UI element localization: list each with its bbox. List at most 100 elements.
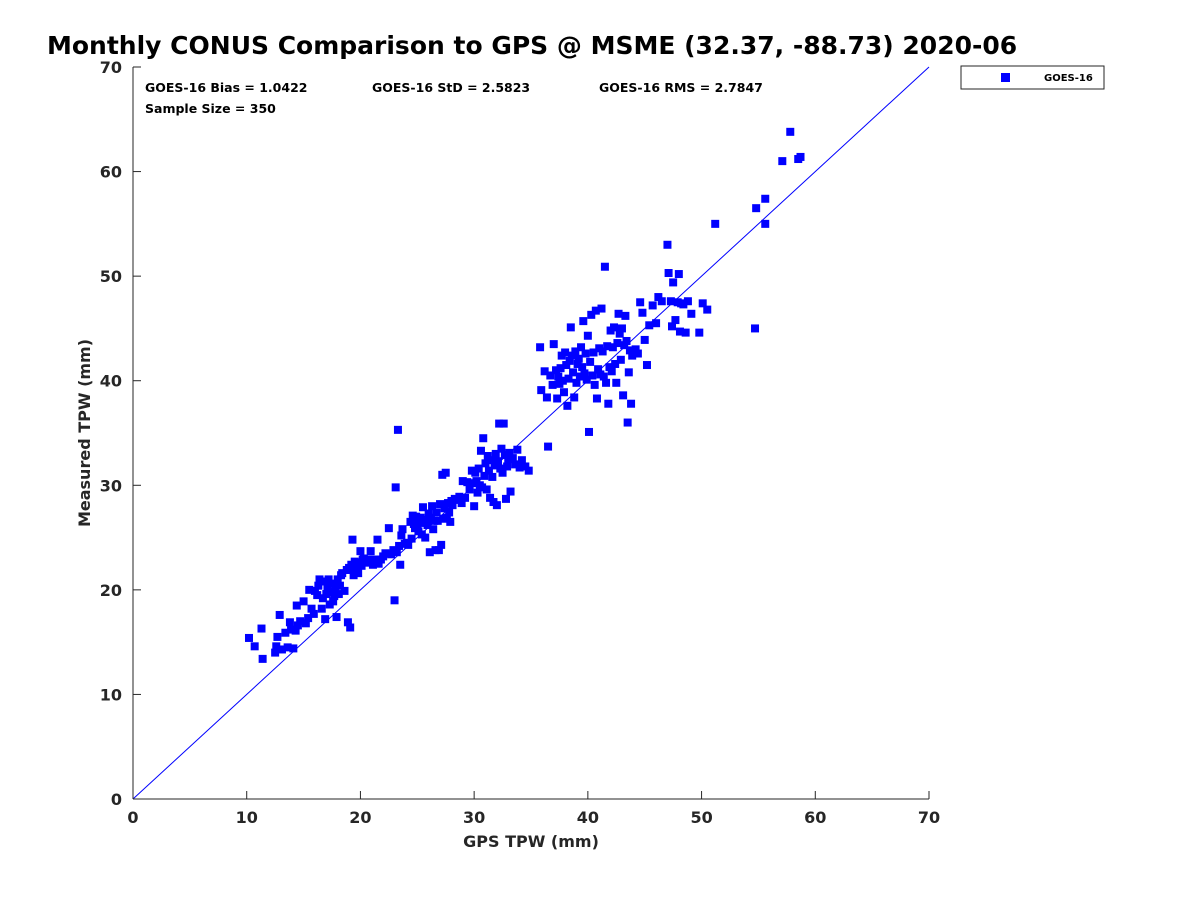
data-point: [349, 571, 358, 580]
y-tick-label: 30: [100, 476, 122, 495]
data-point: [416, 513, 425, 522]
data-point: [540, 367, 549, 376]
data-point: [524, 466, 533, 475]
data-point: [554, 372, 563, 381]
data-point: [654, 293, 663, 302]
data-point: [573, 359, 582, 368]
data-point: [616, 355, 625, 364]
data-point: [591, 306, 600, 315]
data-point: [289, 644, 298, 653]
data-point: [446, 517, 455, 526]
data-point: [481, 459, 490, 468]
data-point: [354, 569, 363, 578]
data-point: [681, 328, 690, 337]
data-point: [552, 366, 561, 375]
data-point: [607, 367, 616, 376]
data-point: [663, 240, 672, 249]
data-point: [638, 308, 647, 317]
x-tick-label: 60: [804, 808, 826, 827]
data-point: [484, 466, 493, 475]
data-points-layer: [244, 127, 805, 663]
x-tick-label: 10: [236, 808, 258, 827]
legend-marker: [1001, 73, 1010, 82]
legend-box: [960, 65, 1105, 90]
data-point: [368, 560, 377, 569]
data-point: [343, 618, 352, 627]
data-point: [674, 270, 683, 279]
data-point: [291, 626, 300, 635]
data-point: [633, 349, 642, 358]
data-point: [572, 378, 581, 387]
data-point: [582, 375, 591, 384]
data-point: [315, 575, 324, 584]
data-point: [442, 513, 451, 522]
data-point: [570, 393, 579, 402]
data-point: [250, 642, 259, 651]
data-point: [473, 488, 482, 497]
one-to-one-line: [132, 66, 930, 800]
data-point: [652, 319, 661, 328]
data-point: [440, 504, 449, 513]
data-point: [285, 618, 294, 627]
data-point: [296, 617, 305, 626]
data-point: [272, 642, 281, 651]
data-point: [271, 648, 280, 657]
data-point: [429, 525, 438, 534]
data-point: [495, 419, 504, 428]
data-point: [600, 262, 609, 271]
data-point: [611, 359, 620, 368]
data-point: [366, 547, 375, 556]
data-point: [307, 604, 316, 613]
data-point: [761, 219, 770, 228]
data-point: [330, 592, 339, 601]
data-point: [599, 372, 608, 381]
data-point: [277, 645, 286, 654]
data-point: [648, 301, 657, 310]
data-point: [657, 297, 666, 306]
data-point: [594, 365, 603, 374]
data-point: [428, 502, 437, 511]
data-point: [574, 354, 583, 363]
data-point: [293, 621, 302, 630]
data-point: [500, 450, 509, 459]
data-point: [499, 419, 508, 428]
data-point: [421, 533, 430, 542]
data-point: [548, 380, 557, 389]
x-tick-label: 50: [690, 808, 712, 827]
data-point: [604, 399, 613, 408]
data-point: [433, 516, 442, 525]
data-point: [425, 548, 434, 557]
data-point: [579, 317, 588, 326]
data-point: [404, 540, 413, 549]
data-point: [592, 394, 601, 403]
data-point: [391, 483, 400, 492]
data-point: [457, 499, 466, 508]
data-point: [432, 508, 441, 517]
data-point: [536, 343, 545, 352]
y-tick-layer: 0 10 20 30 40 50 60 70: [100, 58, 141, 809]
data-point: [562, 361, 571, 370]
data-point: [364, 555, 373, 564]
data-point: [711, 219, 720, 228]
data-point: [283, 643, 292, 652]
data-point: [497, 444, 506, 453]
data-point: [331, 582, 340, 591]
data-point: [679, 300, 688, 309]
data-point: [445, 508, 454, 517]
data-point: [487, 456, 496, 465]
data-point: [559, 388, 568, 397]
data-point: [613, 339, 622, 348]
data-point: [333, 575, 342, 584]
data-point: [353, 562, 362, 571]
data-point: [373, 535, 382, 544]
data-point: [642, 361, 651, 370]
data-point: [623, 418, 632, 427]
data-point: [346, 623, 355, 632]
data-point: [463, 478, 472, 487]
data-point: [501, 494, 510, 503]
data-point: [553, 394, 562, 403]
data-point: [371, 555, 380, 564]
data-point: [479, 434, 488, 443]
data-point: [374, 559, 383, 568]
